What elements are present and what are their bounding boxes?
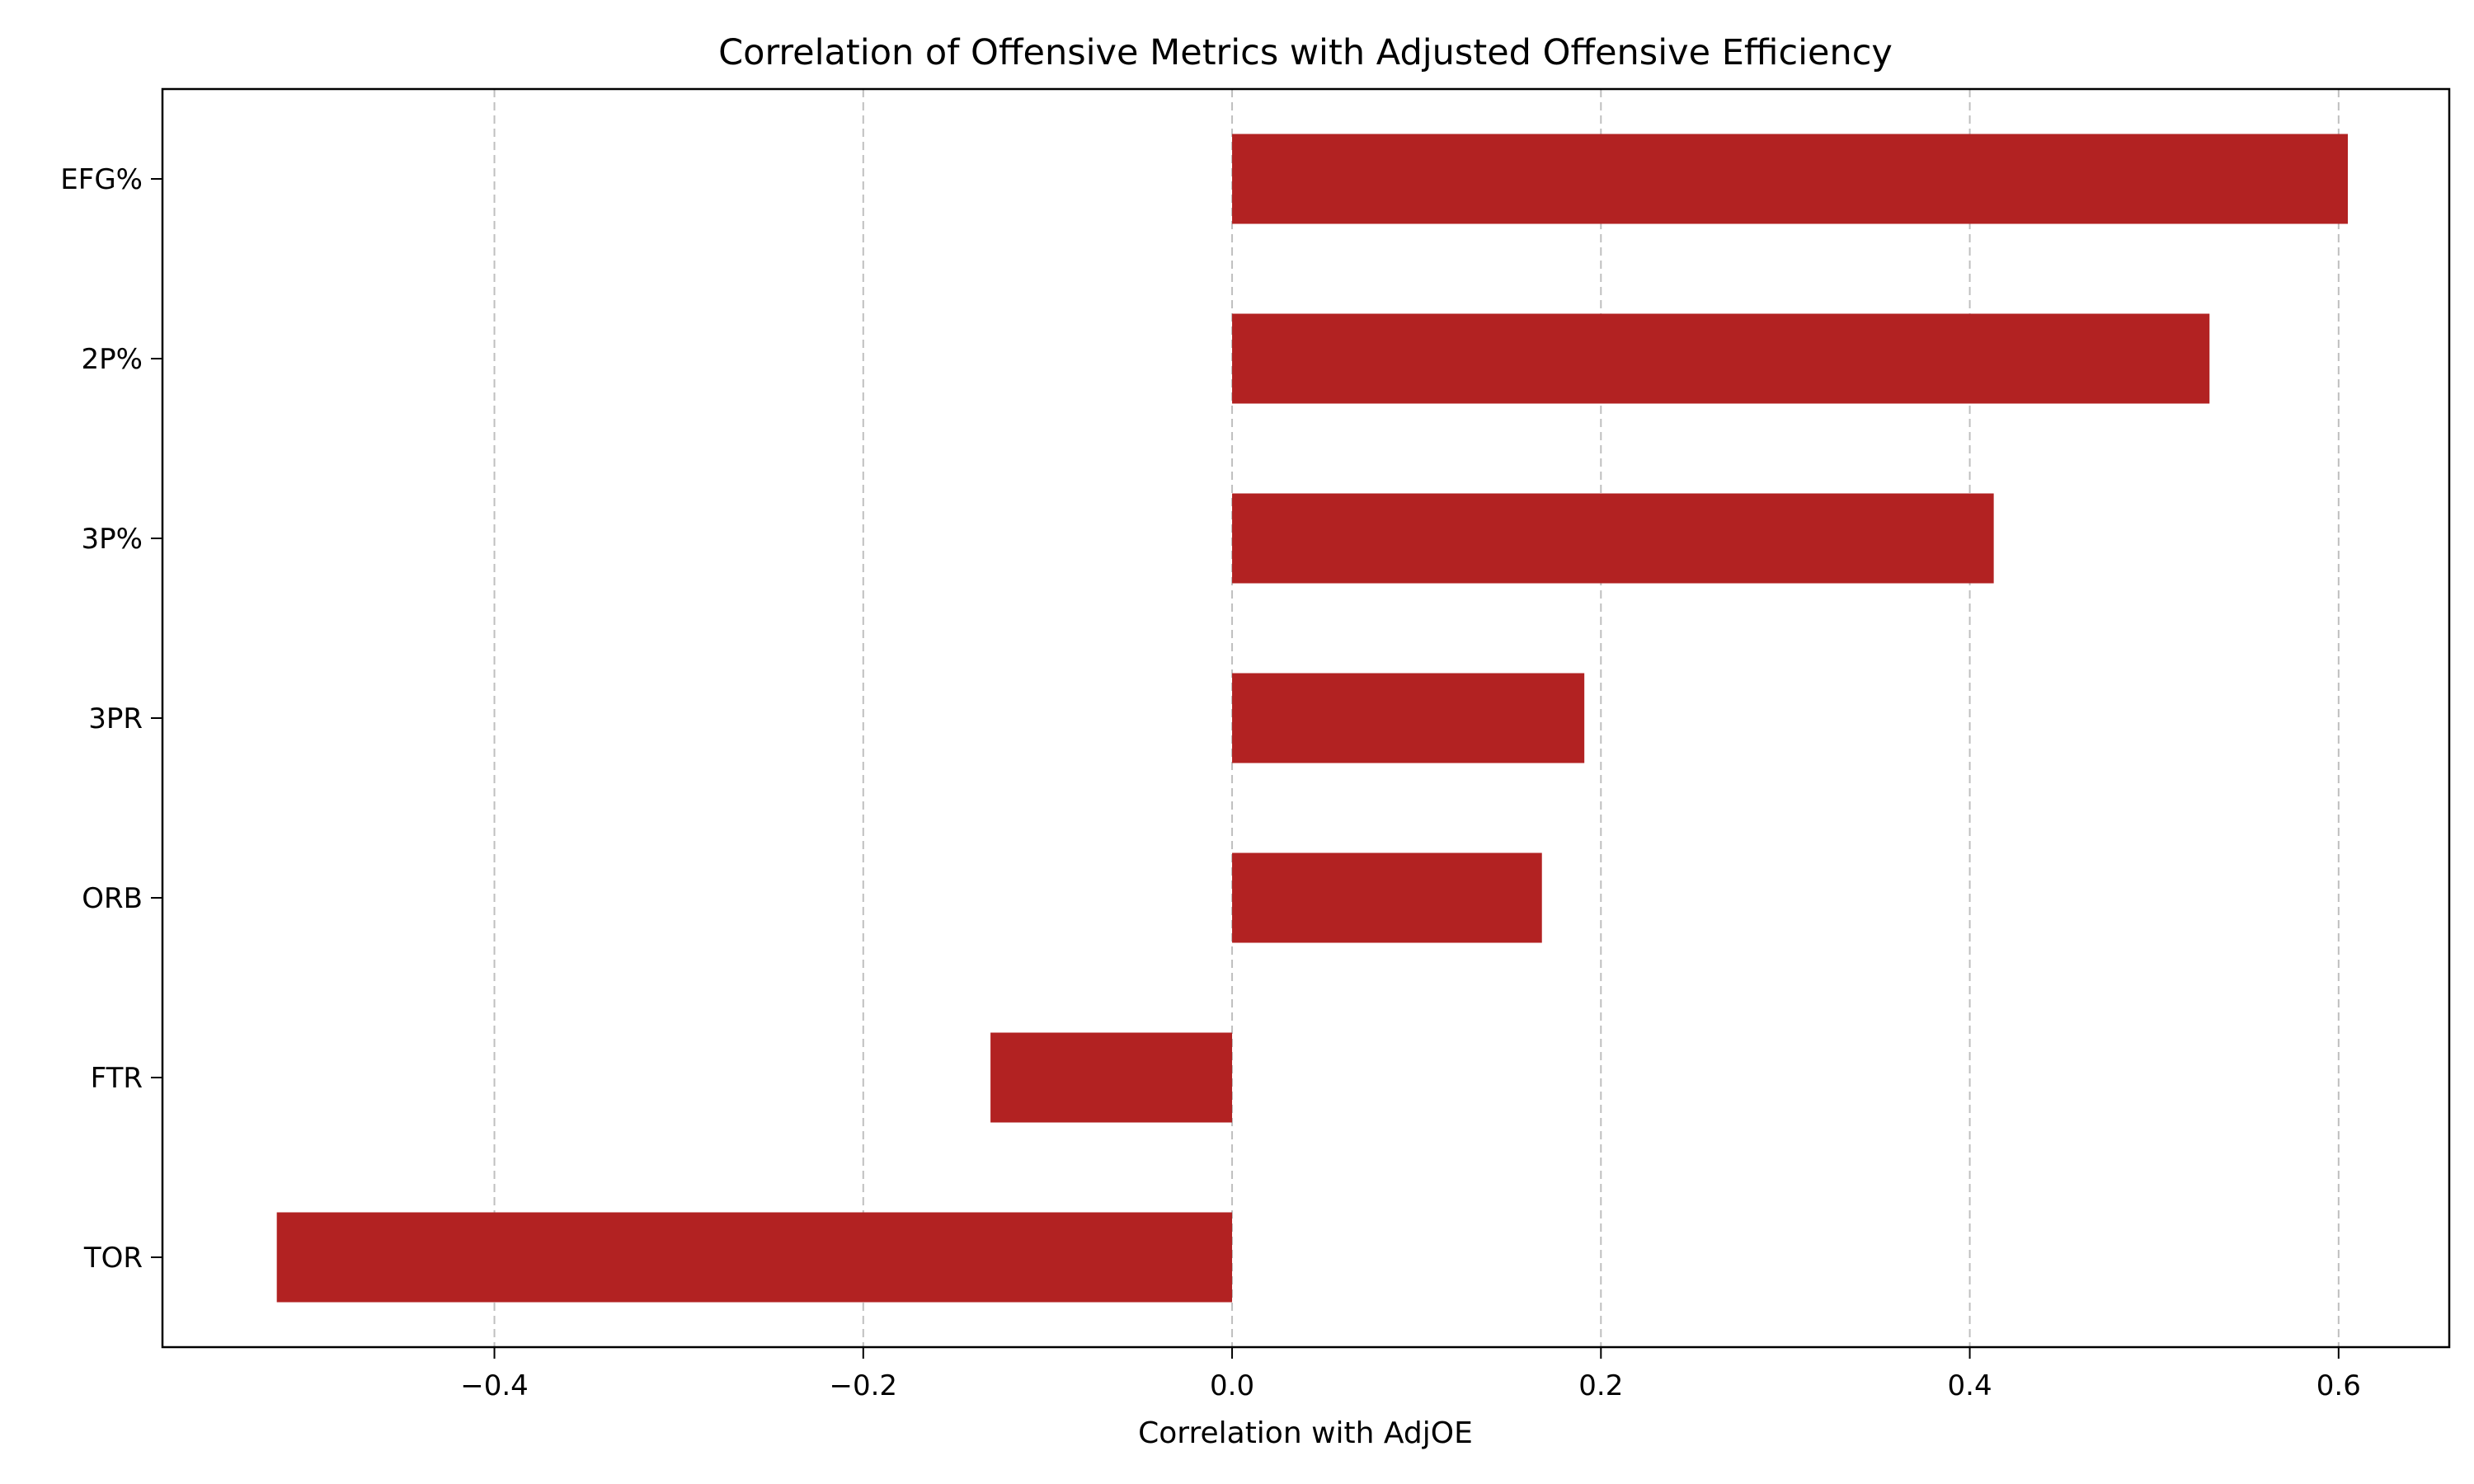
x-tick-label: 0.6 xyxy=(2316,1369,2361,1402)
bar-orb xyxy=(1232,852,1542,943)
bars xyxy=(276,134,2349,1303)
x-tick-label: 0.2 xyxy=(1578,1369,1623,1402)
y-tick-label: ORB xyxy=(82,882,143,915)
x-tick-label: 0.4 xyxy=(1948,1369,1992,1402)
x-axis-ticks: −0.4 −0.2 0.0 0.2 0.4 0.6 xyxy=(460,1347,2361,1402)
y-tick-label: 3PR xyxy=(88,702,143,735)
bar-efg- xyxy=(1232,134,2349,224)
bar-2p- xyxy=(1232,313,2210,404)
x-tick-label: −0.2 xyxy=(830,1369,898,1402)
x-axis-label: Correlation with AdjOE xyxy=(1138,1416,1473,1450)
bar-tor xyxy=(276,1212,1233,1303)
y-tick-label: EFG% xyxy=(60,163,143,196)
y-axis-ticks: EFG% 2P% 3P% 3PR ORB FTR TOR xyxy=(60,163,162,1275)
x-tick-label: −0.4 xyxy=(460,1369,529,1402)
y-tick-label: 2P% xyxy=(82,343,143,376)
grid-lines xyxy=(493,89,2340,1347)
x-tick-label: 0.0 xyxy=(1210,1369,1254,1402)
y-tick-label: 3P% xyxy=(82,523,143,556)
bar-ftr xyxy=(990,1032,1233,1123)
bar-3pr xyxy=(1232,673,1585,763)
y-tick-label: FTR xyxy=(91,1062,143,1095)
bar-3p- xyxy=(1232,493,1994,584)
chart-title: Correlation of Offensive Metrics with Ad… xyxy=(718,32,1893,73)
y-tick-label: TOR xyxy=(83,1242,143,1275)
